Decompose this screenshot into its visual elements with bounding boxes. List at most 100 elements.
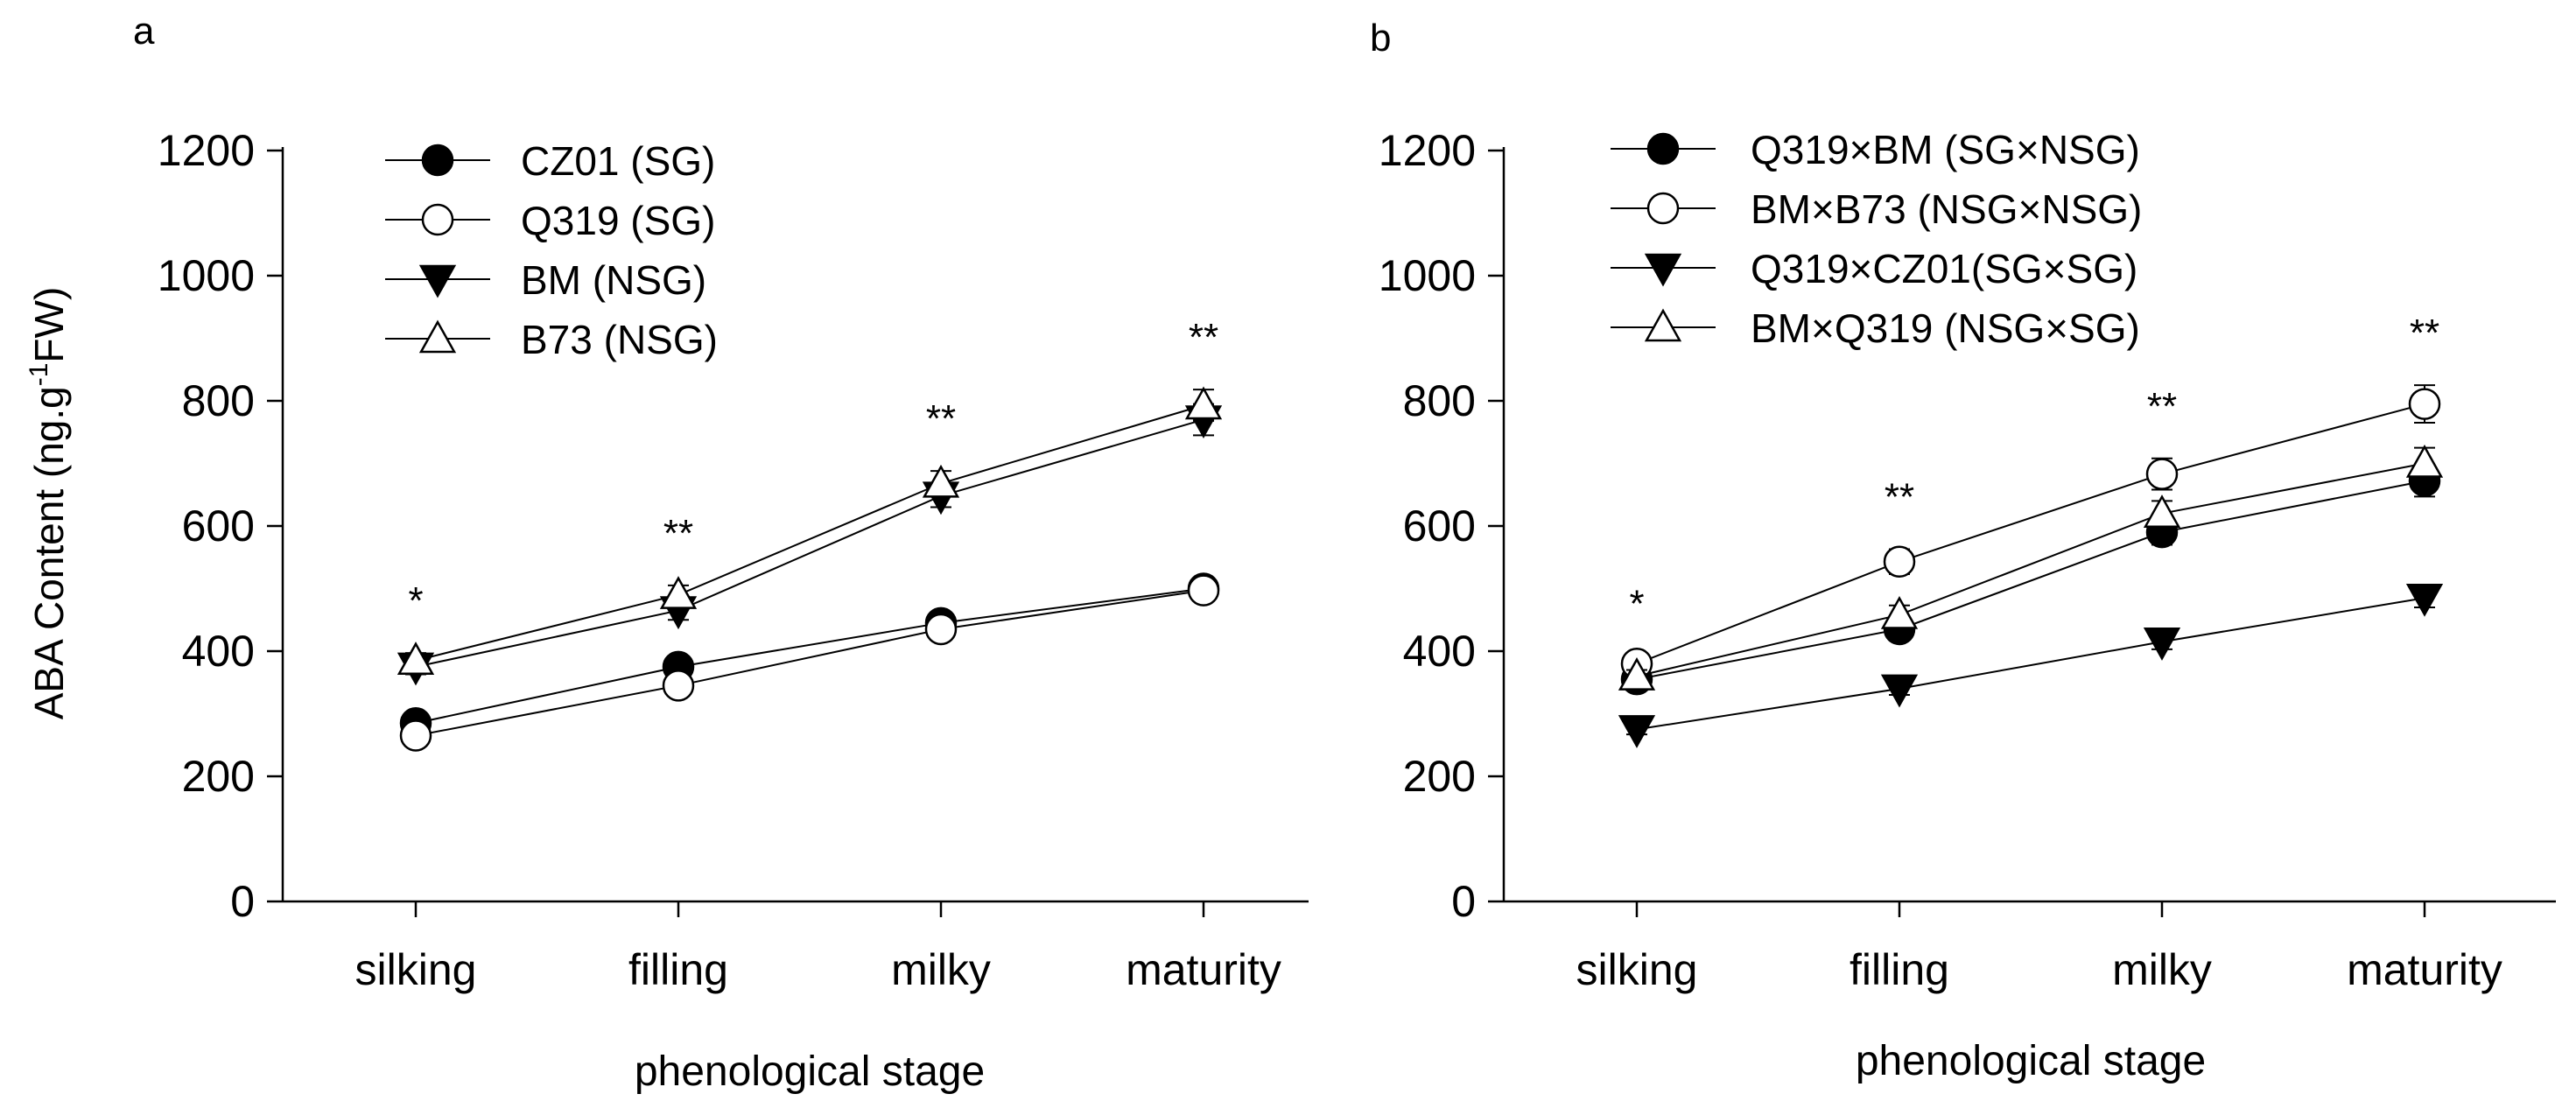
legend-marker bbox=[1644, 253, 1682, 287]
data-point bbox=[2143, 628, 2181, 661]
data-point bbox=[1184, 386, 1223, 420]
x-tick-label: filling bbox=[1850, 945, 1949, 994]
y-tick-label: 1000 bbox=[158, 251, 255, 300]
data-point bbox=[1883, 545, 1916, 579]
series-line bbox=[415, 589, 1204, 737]
data-point bbox=[397, 642, 435, 675]
data-point bbox=[922, 464, 960, 498]
significance-label: ** bbox=[1189, 316, 1218, 359]
legend-marker bbox=[421, 203, 454, 236]
data-point bbox=[1880, 674, 1919, 708]
legend-marker bbox=[418, 264, 457, 298]
series-line bbox=[415, 418, 1204, 668]
series-line bbox=[1636, 480, 2425, 681]
data-point bbox=[2145, 458, 2179, 490]
legend-marker bbox=[1644, 308, 1682, 342]
y-axis-label: ABA Content (ng.g-1FW) bbox=[25, 287, 72, 720]
series-line bbox=[1636, 462, 2425, 677]
significance-label: ** bbox=[926, 397, 956, 440]
data-point bbox=[2405, 583, 2444, 617]
series-3 bbox=[1618, 444, 2444, 691]
significance-label: * bbox=[408, 579, 423, 622]
y-tick-label: 600 bbox=[1403, 501, 1476, 550]
data-point bbox=[2408, 388, 2441, 420]
y-tick-label: 200 bbox=[182, 752, 255, 801]
panel-label: a bbox=[133, 10, 155, 53]
data-point bbox=[2143, 494, 2181, 528]
legend-entry: BM×B73 (NSG×NSG) bbox=[1611, 186, 2142, 232]
significance-label: ** bbox=[1885, 475, 1914, 518]
y-tick-label: 600 bbox=[182, 501, 255, 550]
y-axis-label-sup: -1 bbox=[25, 363, 53, 387]
y-tick-label: 0 bbox=[230, 877, 255, 926]
significance-label: * bbox=[1629, 583, 1644, 626]
panel-a: a ABA Content (ng.g-1FW) phenological st… bbox=[25, 10, 1309, 1095]
series-1 bbox=[1620, 384, 2441, 680]
series-0 bbox=[399, 572, 1220, 740]
legend-label: BM (NSG) bbox=[521, 257, 706, 303]
legend-entry: B73 (NSG) bbox=[385, 317, 718, 362]
significance-label: ** bbox=[2147, 385, 2177, 428]
data-point bbox=[2405, 444, 2444, 478]
y-tick-label: 400 bbox=[182, 627, 255, 676]
data-point bbox=[1187, 574, 1220, 607]
series-1 bbox=[399, 574, 1220, 752]
legend-entry: CZ01 (SG) bbox=[385, 138, 715, 184]
legend-entry: Q319 (SG) bbox=[385, 198, 715, 243]
data-point bbox=[1618, 657, 1656, 691]
y-tick-label: 800 bbox=[182, 376, 255, 425]
x-tick-label: silking bbox=[1576, 945, 1698, 994]
legend-marker bbox=[421, 144, 454, 177]
legend-entry: BM (NSG) bbox=[385, 257, 706, 303]
series-2 bbox=[397, 403, 1223, 686]
data-point bbox=[924, 613, 958, 646]
y-axis-label-tail: FW) bbox=[26, 287, 72, 363]
series-3 bbox=[397, 386, 1223, 675]
x-tick-label: maturity bbox=[2347, 945, 2502, 994]
y-tick-label: 200 bbox=[1403, 752, 1476, 801]
y-tick-label: 1200 bbox=[1379, 126, 1476, 175]
legend-label: CZ01 (SG) bbox=[521, 138, 715, 184]
data-point bbox=[399, 719, 432, 752]
series-0 bbox=[1620, 464, 2441, 696]
x-axis-label: phenological stage bbox=[1856, 1038, 2206, 1084]
panel-label: b bbox=[1370, 17, 1391, 60]
series-line bbox=[415, 587, 1204, 725]
panel-b: b phenological stage 0 200 400 600 800 1000 12… bbox=[1370, 17, 2556, 1084]
data-point bbox=[1880, 595, 1919, 629]
series-line bbox=[1636, 403, 2425, 665]
data-point bbox=[659, 576, 698, 609]
legend-marker bbox=[418, 319, 457, 354]
legend-entry: Q319×BM (SG×NSG) bbox=[1611, 127, 2140, 172]
legend-label: B73 (NSG) bbox=[521, 317, 718, 362]
legend-entry: Q319×CZ01(SG×SG) bbox=[1611, 246, 2137, 291]
x-tick-label: milky bbox=[891, 945, 991, 994]
y-axis-label-main: ABA Content (ng.g bbox=[26, 386, 72, 719]
y-tick-label: 1200 bbox=[158, 126, 255, 175]
legend-label: Q319 (SG) bbox=[521, 198, 715, 243]
legend-label: BM×B73 (NSG×NSG) bbox=[1751, 186, 2142, 232]
data-point bbox=[662, 670, 695, 702]
x-tick-label: filling bbox=[628, 945, 728, 994]
x-tick-label: silking bbox=[355, 945, 477, 994]
legend-marker bbox=[1646, 192, 1680, 225]
series-2 bbox=[1618, 583, 2444, 748]
y-tick-label: 400 bbox=[1403, 627, 1476, 676]
data-point bbox=[1618, 715, 1656, 748]
series-line bbox=[415, 404, 1204, 662]
legend-label: BM×Q319 (NSG×SG) bbox=[1751, 305, 2140, 351]
x-tick-label: milky bbox=[2112, 945, 2212, 994]
legend-label: Q319×BM (SG×NSG) bbox=[1751, 127, 2140, 172]
legend-entry: BM×Q319 (NSG×SG) bbox=[1611, 305, 2140, 351]
legend-label: Q319×CZ01(SG×SG) bbox=[1751, 246, 2137, 291]
series-line bbox=[1636, 597, 2425, 731]
legend-marker bbox=[1646, 132, 1680, 165]
y-tick-label: 800 bbox=[1403, 376, 1476, 425]
x-tick-label: maturity bbox=[1126, 945, 1281, 994]
significance-label: ** bbox=[2410, 312, 2439, 354]
y-tick-label: 1000 bbox=[1379, 251, 1476, 300]
x-axis-label: phenological stage bbox=[635, 1048, 985, 1095]
significance-label: ** bbox=[663, 512, 693, 555]
y-tick-label: 0 bbox=[1451, 877, 1476, 926]
